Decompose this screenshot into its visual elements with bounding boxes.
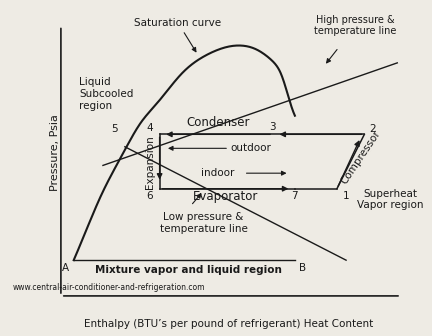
Text: Expansion: Expansion bbox=[145, 135, 155, 188]
Text: 6: 6 bbox=[146, 192, 152, 202]
Text: Pressure, Psia: Pressure, Psia bbox=[51, 115, 60, 192]
Text: Saturation curve: Saturation curve bbox=[134, 17, 222, 52]
Text: High pressure &
temperature line: High pressure & temperature line bbox=[314, 15, 397, 36]
Text: 1: 1 bbox=[343, 192, 349, 202]
Text: Superheat
Vapor region: Superheat Vapor region bbox=[357, 189, 423, 210]
Text: 4: 4 bbox=[146, 123, 152, 133]
Text: A: A bbox=[62, 263, 69, 273]
Text: Evaporator: Evaporator bbox=[193, 190, 258, 203]
Text: 7: 7 bbox=[292, 192, 298, 202]
X-axis label: Enthalpy (BTU’s per pound of refrigerant) Heat Content: Enthalpy (BTU’s per pound of refrigerant… bbox=[85, 319, 374, 329]
Text: Mixture vapor and liquid region: Mixture vapor and liquid region bbox=[95, 264, 282, 275]
Text: 3: 3 bbox=[270, 122, 276, 132]
Text: 2: 2 bbox=[369, 124, 376, 134]
Text: Low pressure &
temperature line: Low pressure & temperature line bbox=[159, 212, 248, 234]
Text: B: B bbox=[299, 263, 306, 273]
Text: www.central-air-conditioner-and-refrigeration.com: www.central-air-conditioner-and-refriger… bbox=[12, 283, 205, 292]
Text: 5: 5 bbox=[111, 124, 118, 134]
Text: Compressor: Compressor bbox=[339, 128, 382, 185]
Text: Condenser: Condenser bbox=[186, 116, 250, 129]
Text: indoor: indoor bbox=[201, 168, 235, 178]
Text: outdoor: outdoor bbox=[231, 143, 271, 153]
Text: Liquid
Subcooled
region: Liquid Subcooled region bbox=[79, 77, 133, 111]
